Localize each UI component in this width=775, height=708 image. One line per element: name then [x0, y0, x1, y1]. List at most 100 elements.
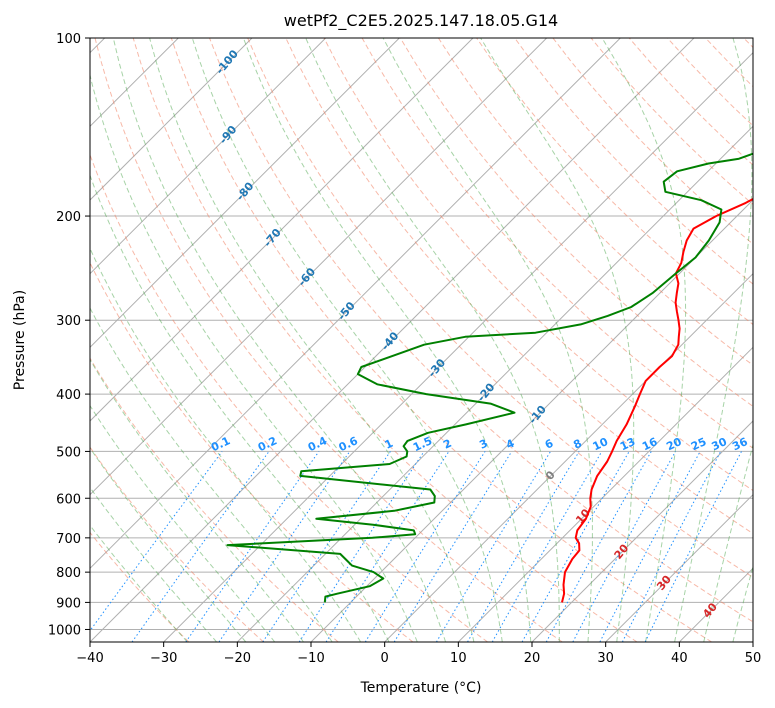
isotherm-line [457, 346, 753, 642]
temperature-line [561, 197, 753, 603]
mixing-ratio-line [572, 451, 676, 642]
dry-adiabat-line [90, 531, 190, 642]
x-tick-label: −30 [150, 651, 177, 666]
moist-adiabat-line [480, 38, 635, 642]
moist-adiabat-line [242, 38, 532, 642]
dry-adiabat-line [514, 38, 753, 285]
y-tick-label: 500 [56, 445, 81, 460]
mixing-ratio-line [621, 451, 722, 642]
moist-adiabat-line [90, 486, 217, 642]
isotherm-line [531, 420, 753, 642]
isotherm-line [752, 641, 753, 642]
moist-adiabat-line [90, 306, 333, 642]
mixing-ratio-lines [90, 451, 742, 642]
moist-adiabat-line [674, 38, 753, 642]
moist-adiabat-line [90, 173, 390, 642]
moist-adiabat-lines [90, 38, 753, 642]
dry-adiabat-line [90, 153, 488, 642]
isotherm-line [90, 38, 548, 496]
moist-adiabat-line [382, 38, 593, 642]
isotherm-line [384, 272, 753, 642]
dry-adiabat-line [667, 38, 753, 127]
moist-adiabat-line [703, 442, 753, 642]
moist-adiabat-line [601, 38, 687, 642]
mixing-ratio-line [325, 451, 450, 642]
y-tick-label: 200 [56, 210, 81, 225]
isotherm-line [90, 38, 621, 570]
mixing-ratio-label: 36 [730, 435, 750, 453]
isotherm-line [605, 493, 753, 642]
y-axis-label: Pressure (hPa) [12, 290, 28, 390]
y-tick-label: 1000 [48, 623, 81, 638]
mixing-ratio-label: 16 [640, 435, 660, 453]
moist-adiabat-line [90, 72, 418, 642]
dry-adiabat-line [132, 38, 638, 642]
dry-adiabat-line [705, 38, 753, 88]
profile-lines [226, 152, 753, 603]
dry-adiabat-line [323, 38, 753, 492]
dry-adiabat-line [170, 38, 712, 642]
mixing-ratio-labels: 0.1 0.2 0.4 0.6 1 1.5 2 3 4 6 8 10 13 16 20 25 30 36 [209, 434, 750, 454]
moist-adiabat-line [90, 404, 276, 642]
dry-adiabat-label: -100 [213, 47, 241, 77]
mixing-ratio-line [90, 451, 223, 632]
mixing-ratio-line [298, 451, 425, 642]
mixing-ratio-line [262, 451, 391, 642]
x-tick-label: 50 [745, 651, 762, 666]
y-tick-label: 900 [56, 596, 81, 611]
dry-adiabat-labels: -100-90-80-70-60-50-40-30-20-10 [213, 47, 549, 426]
mixing-ratio-label: 10 [591, 435, 611, 453]
dry-adiabat-line [743, 38, 753, 49]
mixing-ratio-line [393, 451, 513, 642]
mixing-ratio-line [131, 451, 270, 642]
mixing-ratio-label: 13 [618, 435, 637, 453]
moist-adiabat-line [732, 564, 753, 642]
mixing-ratio-label: 2 [441, 437, 453, 452]
dry-adiabat-line [90, 261, 414, 642]
mixing-ratio-label: 4 [504, 437, 517, 452]
dry-adiabat-line [90, 357, 339, 642]
mixing-ratio-line [218, 451, 351, 642]
mixing-ratio-label: 25 [689, 435, 708, 453]
moist-adiabat-line [305, 38, 560, 642]
y-tick-label: 800 [56, 566, 81, 581]
x-axis-ticks: −40 −30 −20 −10 0 10 20 30 40 50 [76, 642, 761, 666]
pressure-gridlines [90, 38, 753, 630]
moist-adiabat-line [90, 247, 362, 642]
isotherm-line [90, 38, 253, 201]
y-tick-label: 300 [56, 314, 81, 329]
plot-frame [89, 37, 754, 643]
dry-adiabat-lines [90, 38, 753, 642]
isotherm-line [236, 125, 753, 642]
mixing-ratio-line [467, 451, 580, 642]
isotherm-line [90, 38, 400, 349]
moist-adiabat-line [191, 38, 503, 642]
isotherm-line [90, 38, 327, 275]
mixing-ratio-label: 30 [710, 435, 730, 453]
mixing-ratio-line [521, 451, 630, 642]
mixing-ratio-line [545, 451, 652, 642]
dry-adiabat-line [90, 446, 264, 642]
dry-adiabat-line [94, 38, 563, 642]
x-axis-label: Temperature (°C) [360, 680, 482, 696]
dry-adiabat-line [209, 38, 753, 623]
moist-adiabat-line [112, 38, 447, 642]
y-tick-label: 100 [56, 32, 81, 47]
y-axis-ticks: 100 200 300 400 500 600 700 800 900 1000 [48, 32, 90, 638]
y-tick-label: 700 [56, 532, 81, 547]
isotherm-line [90, 38, 474, 422]
x-tick-label: 10 [450, 651, 467, 666]
mixing-ratio-line [185, 451, 320, 642]
x-tick-label: −40 [76, 651, 103, 666]
dry-adiabat-line [437, 38, 753, 366]
plot-area: -100-90-80-70-60-50-40-30-20-10 01020304… [90, 38, 753, 642]
mixing-ratio-label: 1 [383, 437, 395, 452]
x-tick-label: 30 [597, 651, 614, 666]
y-tick-label: 600 [56, 492, 81, 507]
mixing-ratio-label: 20 [664, 435, 684, 453]
dry-adiabat-line [399, 38, 753, 408]
mixing-ratio-line [644, 451, 742, 642]
moist-adiabat-line [90, 524, 188, 642]
isotherm-line [163, 51, 753, 642]
